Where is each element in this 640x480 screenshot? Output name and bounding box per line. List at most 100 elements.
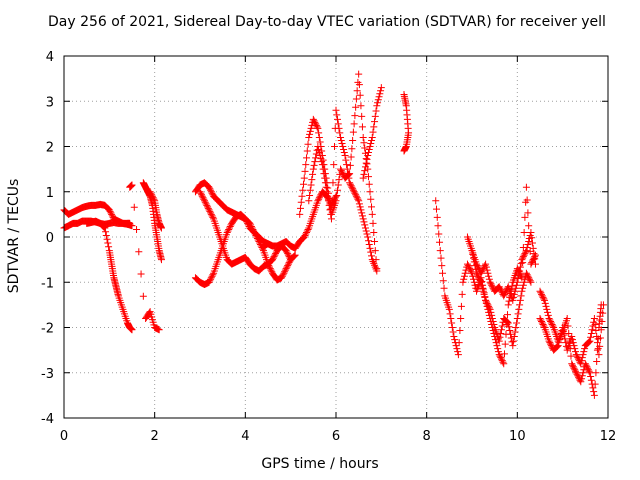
- data-point: [209, 271, 217, 279]
- data-point: [208, 189, 216, 197]
- data-point: [488, 314, 496, 322]
- data-point: [483, 299, 491, 307]
- data-point: [436, 238, 444, 246]
- data-point: [469, 250, 477, 258]
- data-point: [448, 324, 456, 331]
- data-point: [328, 197, 336, 205]
- series-track_i: [196, 188, 295, 275]
- data-point: [363, 230, 371, 238]
- data-point: [312, 150, 320, 158]
- data-point: [590, 388, 598, 396]
- data-point: [590, 391, 598, 399]
- data-point: [560, 331, 568, 339]
- data-point: [340, 146, 348, 154]
- data-point: [362, 159, 370, 167]
- data-point: [335, 176, 343, 184]
- data-point: [526, 277, 534, 285]
- x-tick-label: 2: [151, 429, 159, 444]
- data-point: [313, 123, 321, 131]
- data-point: [330, 143, 338, 150]
- data-point: [529, 244, 537, 252]
- data-point: [497, 355, 505, 363]
- data-point: [509, 342, 517, 350]
- data-point: [478, 268, 486, 276]
- data-point: [241, 215, 249, 223]
- data-point: [488, 281, 496, 289]
- data-point: [342, 156, 350, 164]
- data-point: [352, 95, 360, 103]
- data-point: [355, 197, 363, 205]
- data-point: [455, 339, 463, 347]
- data-point: [376, 90, 384, 98]
- data-point: [460, 272, 468, 280]
- data-point: [207, 188, 215, 196]
- y-tick-label: 3: [46, 95, 54, 110]
- data-point: [205, 278, 213, 286]
- data-point: [538, 317, 546, 325]
- data-point: [454, 348, 462, 356]
- data-point: [299, 186, 307, 194]
- data-point: [371, 247, 379, 255]
- data-point: [470, 275, 478, 283]
- data-point: [586, 369, 594, 377]
- data-point: [562, 339, 570, 347]
- data-point: [362, 227, 370, 235]
- data-point: [128, 181, 136, 189]
- data-point: [591, 380, 599, 388]
- data-point: [351, 112, 359, 120]
- data-point: [508, 282, 516, 290]
- data-point: [157, 224, 165, 232]
- data-point: [522, 183, 530, 191]
- data-point: [303, 154, 311, 162]
- data-point: [368, 203, 376, 211]
- data-point: [463, 260, 471, 268]
- data-point: [479, 284, 487, 292]
- data-point: [290, 252, 298, 260]
- data-point: [436, 247, 444, 255]
- data-point: [513, 314, 521, 322]
- data-point: [340, 149, 348, 157]
- data-point: [352, 192, 360, 200]
- data-point: [353, 87, 361, 95]
- data-point: [350, 120, 358, 128]
- data-point: [370, 123, 378, 131]
- data-point: [577, 378, 585, 386]
- data-point: [537, 289, 545, 297]
- data-point: [525, 275, 533, 283]
- data-point: [547, 342, 555, 350]
- data-point: [359, 215, 367, 223]
- data-point: [531, 251, 539, 259]
- data-point: [500, 350, 508, 358]
- data-point: [545, 337, 553, 345]
- y-tick-label: 4: [46, 50, 54, 65]
- data-point: [309, 165, 317, 173]
- data-point: [208, 212, 216, 220]
- data-point: [206, 277, 214, 285]
- data-point: [476, 275, 484, 283]
- data-point: [355, 81, 363, 89]
- data-point: [485, 302, 493, 310]
- series-track_l: [305, 106, 381, 275]
- data-point: [207, 186, 215, 194]
- data-point: [580, 348, 588, 356]
- data-point: [309, 115, 317, 123]
- data-point: [539, 320, 547, 328]
- data-point: [149, 194, 157, 202]
- data-point: [564, 322, 572, 330]
- data-point: [147, 189, 155, 197]
- data-point: [315, 146, 323, 154]
- data-point: [538, 290, 546, 298]
- data-point: [473, 269, 481, 277]
- data-point: [303, 227, 311, 235]
- data-point: [497, 330, 505, 338]
- data-point: [332, 106, 340, 114]
- data-point: [327, 215, 335, 223]
- data-point: [584, 339, 592, 347]
- data-point: [359, 174, 367, 182]
- data-point: [311, 158, 319, 166]
- data-point: [543, 305, 551, 313]
- data-point: [335, 124, 343, 132]
- data-point: [301, 231, 309, 239]
- data-point: [482, 298, 490, 306]
